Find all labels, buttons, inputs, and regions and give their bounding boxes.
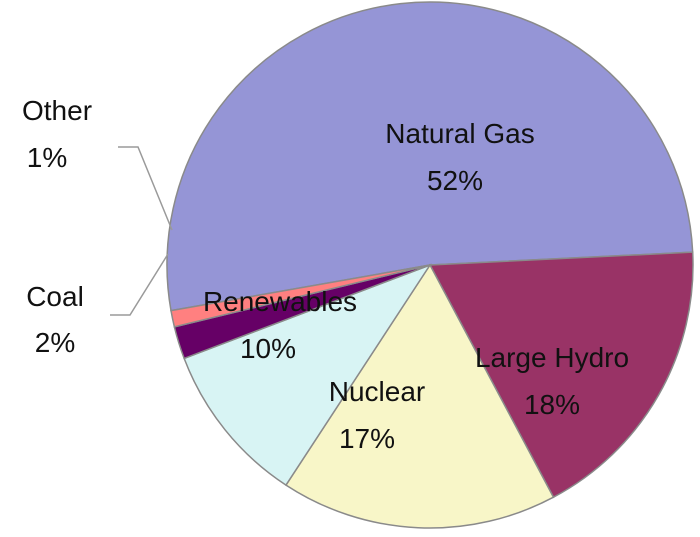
slice-label-renewables-pct: 10% bbox=[240, 333, 296, 364]
leader-line-coal bbox=[110, 253, 169, 316]
slice-label-coal-pct: 2% bbox=[35, 327, 75, 358]
slice-label-other-pct: 1% bbox=[27, 142, 67, 173]
leader-line-other bbox=[118, 146, 173, 231]
slice-label-nuclear-pct: 17% bbox=[339, 423, 395, 454]
slice-label-natural-gas-name: Natural Gas bbox=[385, 118, 534, 149]
slice-label-natural-gas-pct: 52% bbox=[427, 165, 483, 196]
pie-slices bbox=[166, 1, 694, 529]
pie-slice-natural-gas bbox=[166, 1, 694, 312]
slice-label-renewables-name: Renewables bbox=[203, 286, 357, 317]
slice-label-other-name: Other bbox=[22, 95, 92, 126]
slice-label-nuclear-name: Nuclear bbox=[329, 376, 425, 407]
pie-slice-renewables bbox=[183, 263, 432, 487]
pie-slice-large-hydro bbox=[428, 251, 694, 499]
leader-lines bbox=[110, 146, 173, 316]
slice-label-large-hydro-name: Large Hydro bbox=[475, 342, 629, 373]
pie-slice-nuclear bbox=[284, 263, 555, 529]
pie-slice-other bbox=[170, 264, 431, 328]
slice-label-coal-name: Coal bbox=[26, 281, 84, 312]
slice-label-large-hydro-pct: 18% bbox=[524, 389, 580, 420]
